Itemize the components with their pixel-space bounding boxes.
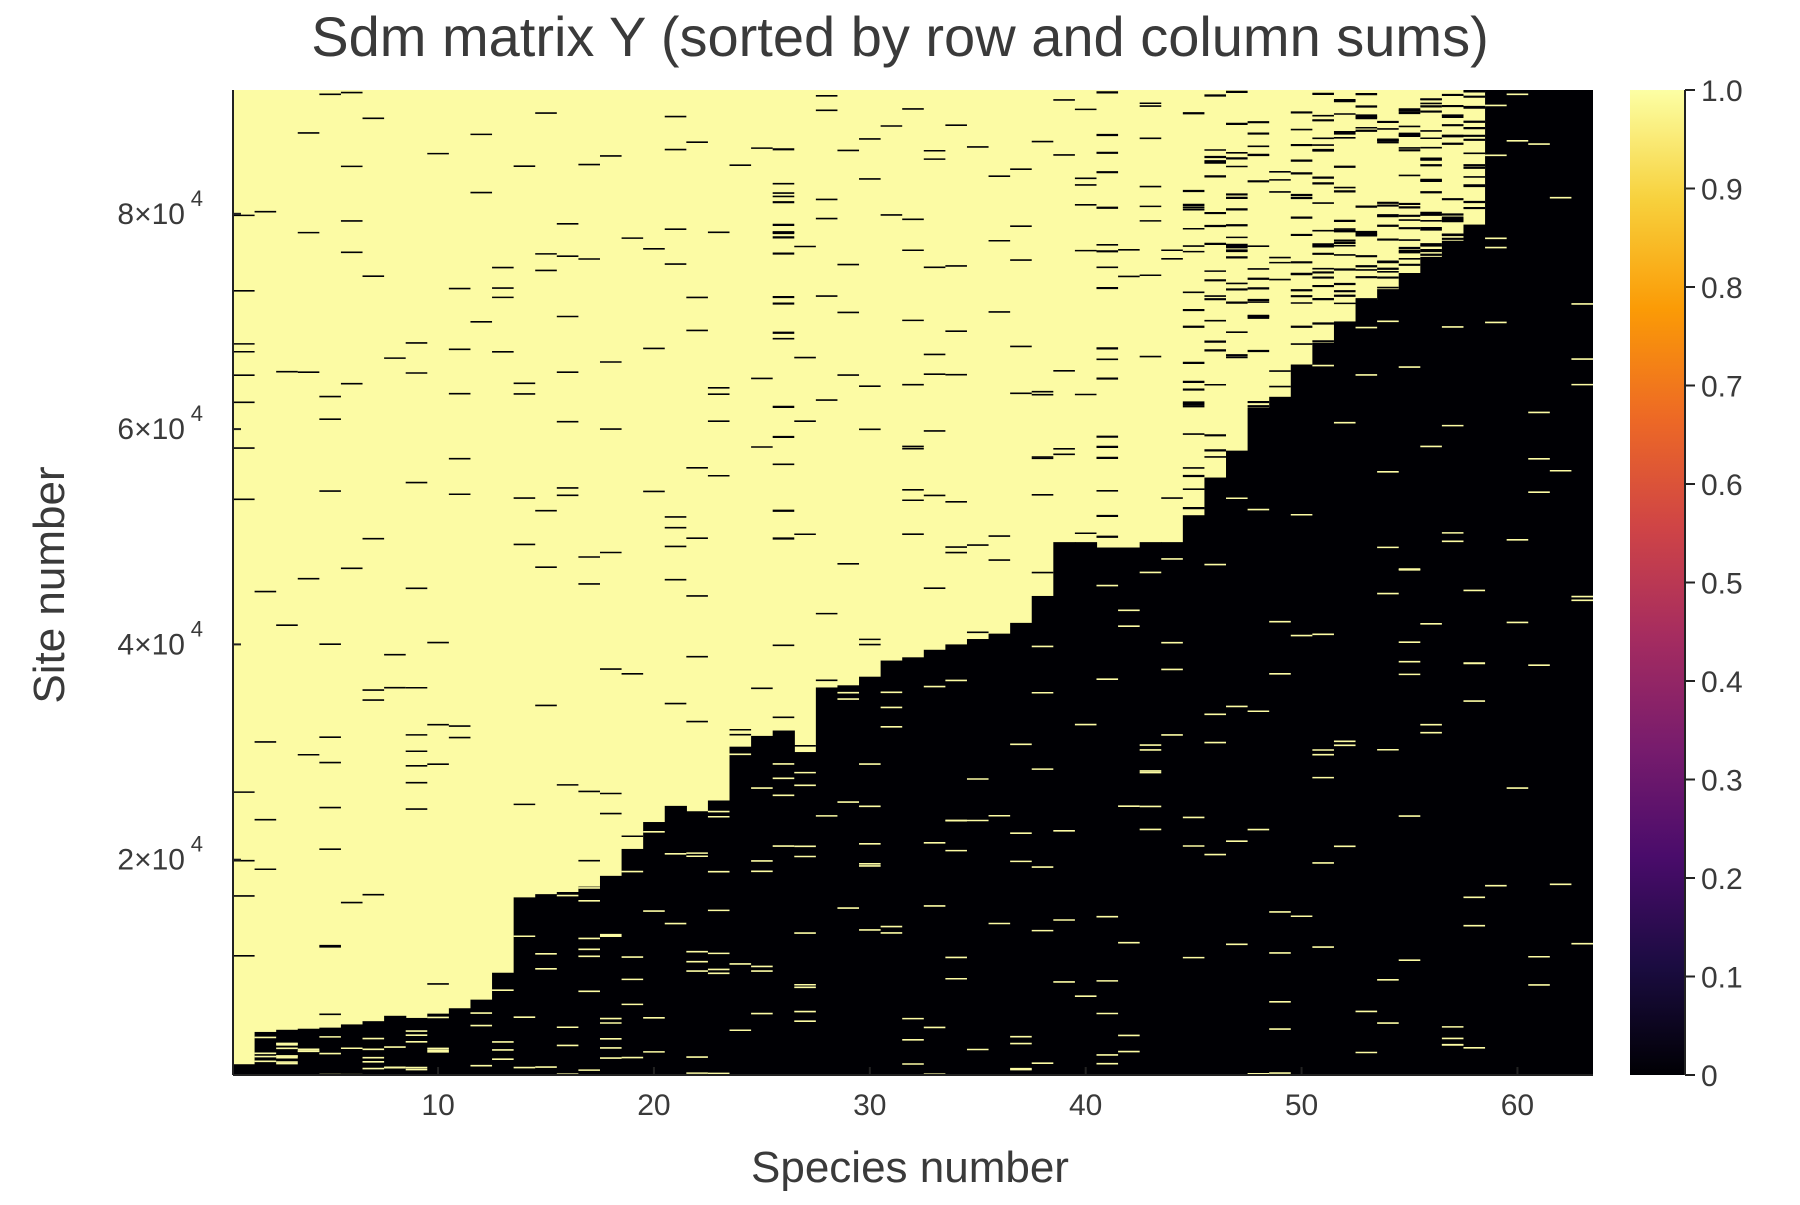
x-tick-label: 60	[1501, 1089, 1534, 1122]
absent-cell-species-35	[966, 639, 990, 1075]
absent-cell-species-29	[837, 685, 860, 1075]
axes	[232, 90, 1593, 1076]
colorbar-gradient	[1630, 90, 1685, 1075]
colorbar-ticks: 0 0.1 0.2 0.3 0.4 0.5 0.6 0.7 0.8 0.9 1.0	[1685, 75, 1743, 1093]
absent-cell-species-37	[1010, 622, 1033, 1075]
colorbar-tick-label: 0	[1701, 1060, 1718, 1093]
absent-cell-species-16	[556, 891, 579, 1075]
absent-cell-species-25	[751, 735, 774, 1075]
colorbar-tick-label: 0.1	[1701, 962, 1743, 995]
absent-cell-species-5	[319, 1027, 342, 1075]
absent-cell-species-60	[1506, 90, 1529, 1075]
absent-cell-species-39	[1053, 542, 1076, 1075]
absent-cell-species-15	[535, 894, 558, 1075]
y-tick-label: 2×10	[117, 844, 185, 877]
y-tick-exponent: 4	[191, 616, 203, 641]
absent-cell-species-10	[427, 1013, 450, 1075]
colorbar-tick-label: 0.5	[1701, 568, 1743, 601]
y-tick-exponent: 4	[191, 186, 203, 211]
colorbar-tick-label: 0.7	[1701, 371, 1743, 404]
absent-cell-species-23	[707, 800, 731, 1075]
absent-cell-species-22	[686, 811, 709, 1075]
absent-cell-species-33	[923, 649, 946, 1075]
absent-cell-species-38	[1031, 595, 1054, 1075]
absent-cell-species-48	[1247, 407, 1270, 1075]
absent-cell-species-26	[772, 730, 795, 1075]
absent-cell-species-47	[1226, 450, 1249, 1075]
absent-cell-species-21	[664, 805, 687, 1075]
absent-cell-species-59	[1485, 90, 1508, 1075]
absent-cell-species-27	[794, 752, 817, 1075]
x-ticks: 10 20 30 40 50 60	[421, 1067, 1534, 1122]
absent-cell-species-24	[729, 746, 752, 1075]
absent-cell-species-63	[1571, 90, 1593, 1075]
absent-cell-species-46	[1204, 477, 1227, 1075]
chart-title: Sdm matrix Y (sorted by row and column s…	[311, 5, 1488, 68]
absent-cell-species-54	[1377, 289, 1400, 1075]
absent-cell-species-28	[815, 687, 839, 1075]
absent-cell-species-41	[1096, 547, 1119, 1075]
colorbar-tick-label: 0.9	[1701, 174, 1743, 207]
y-axis-label: Site number	[25, 466, 74, 703]
colorbar: 0 0.1 0.2 0.3 0.4 0.5 0.6 0.7 0.8 0.9 1.0	[1630, 75, 1743, 1093]
y-tick-exponent: 4	[191, 832, 203, 857]
absent-cell-species-12	[470, 999, 493, 1075]
y-tick-exponent: 4	[191, 401, 203, 426]
absent-cell-species-8	[384, 1015, 407, 1075]
y-ticks: 2×10 44×10 46×10 48×10 4	[117, 186, 241, 877]
absent-cell-species-44	[1161, 542, 1184, 1075]
absent-cell-species-45	[1182, 515, 1206, 1075]
absent-cell-species-9	[405, 1017, 428, 1075]
absent-cell-species-53	[1355, 299, 1378, 1075]
colorbar-tick-label: 1.0	[1701, 75, 1743, 108]
absent-cell-species-34	[945, 644, 968, 1075]
absent-cell-species-36	[988, 633, 1011, 1075]
absent-cell-species-57	[1441, 240, 1465, 1075]
y-tick-label: 4×10	[117, 628, 185, 661]
x-tick-label: 10	[421, 1089, 454, 1122]
x-tick-label: 20	[637, 1089, 670, 1122]
x-tick-label: 40	[1069, 1089, 1102, 1122]
absent-cell-species-6	[340, 1024, 364, 1075]
absent-cell-species-51	[1312, 342, 1335, 1075]
absent-cell-species-32	[902, 657, 925, 1075]
absent-cell-species-40	[1074, 542, 1098, 1075]
absent-cell-species-62	[1549, 90, 1573, 1075]
noise-lines	[233, 90, 1593, 1075]
absent-cell-species-11	[448, 1008, 472, 1075]
absent-cell-species-3	[276, 1029, 299, 1075]
absent-cell-species-19	[621, 848, 644, 1075]
absent-cell-species-30	[859, 676, 882, 1075]
absent-cell-species-50	[1290, 364, 1313, 1075]
absent-cell-species-18	[599, 875, 623, 1075]
colorbar-tick-label: 0.4	[1701, 666, 1743, 699]
x-tick-label: 30	[853, 1089, 886, 1122]
colorbar-tick-label: 0.3	[1701, 765, 1743, 798]
y-tick-label: 6×10	[117, 413, 185, 446]
absent-cell-species-20	[643, 822, 666, 1075]
y-tick-label: 8×10	[117, 198, 185, 231]
x-tick-label: 50	[1285, 1089, 1318, 1122]
absent-cell-species-7	[362, 1021, 385, 1075]
colorbar-tick-label: 0.8	[1701, 272, 1743, 305]
absent-cell-species-56	[1420, 256, 1443, 1075]
absent-cell-species-61	[1528, 90, 1551, 1075]
x-axis-label: Species number	[751, 1143, 1069, 1192]
absent-cell-species-58	[1463, 224, 1486, 1075]
absent-cell-species-1	[233, 1064, 256, 1075]
absent-cell-species-49	[1269, 396, 1292, 1075]
absent-cell-species-14	[513, 897, 536, 1075]
plot-area	[233, 90, 1593, 1075]
absent-cell-species-43	[1139, 542, 1162, 1075]
absent-cell-species-31	[880, 660, 903, 1075]
colorbar-tick-label: 0.2	[1701, 863, 1743, 896]
absent-cell-species-52	[1333, 321, 1357, 1075]
absent-cell-species-17	[578, 886, 601, 1075]
colorbar-tick-label: 0.6	[1701, 469, 1743, 502]
